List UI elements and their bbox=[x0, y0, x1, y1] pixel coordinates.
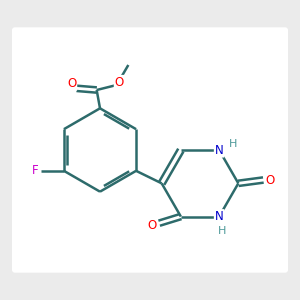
Text: N: N bbox=[215, 144, 224, 157]
Text: H: H bbox=[218, 226, 226, 236]
Text: O: O bbox=[266, 173, 274, 187]
Text: N: N bbox=[215, 210, 224, 223]
FancyBboxPatch shape bbox=[12, 27, 288, 273]
Text: O: O bbox=[147, 219, 157, 232]
Text: H: H bbox=[229, 139, 237, 149]
Text: F: F bbox=[32, 164, 39, 177]
Text: O: O bbox=[67, 77, 76, 90]
Text: O: O bbox=[115, 76, 124, 89]
